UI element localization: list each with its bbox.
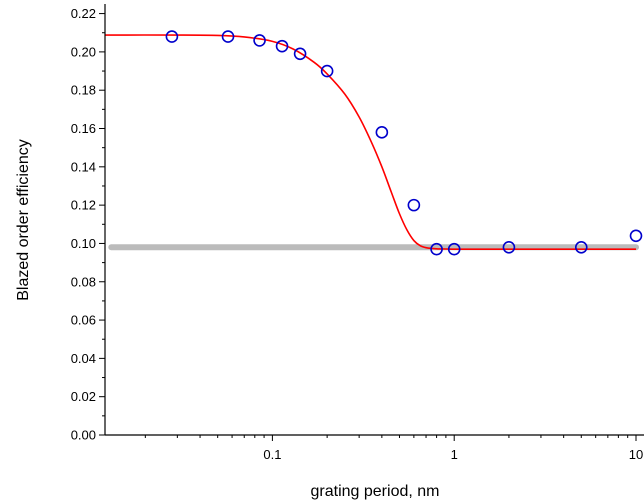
y-tick-label: 0.04 xyxy=(71,351,96,366)
y-tick-label: 0.08 xyxy=(71,274,96,289)
data-point-marker xyxy=(629,229,643,243)
data-point-marker xyxy=(502,240,516,254)
data-point-marker xyxy=(430,242,443,256)
y-tick-label: 0.12 xyxy=(71,198,96,213)
y-tick-label: 0.22 xyxy=(71,6,96,21)
x-tick-label: 1 xyxy=(451,447,458,462)
data-point-marker xyxy=(574,240,588,254)
data-point-marker xyxy=(165,30,179,43)
data-point-marker xyxy=(447,242,461,256)
fit-curve xyxy=(104,34,636,251)
data-point-marker xyxy=(293,47,307,61)
marker-layer xyxy=(165,30,643,256)
x-tick-label: 10 xyxy=(629,447,643,462)
y-tick-label: 0.14 xyxy=(71,159,96,174)
data-point-marker xyxy=(221,30,235,43)
ticks-layer: 0.00 0.02 0.04 0.06 0.08 0.10 0.12 0.14 0.16 0.18… xyxy=(71,6,644,462)
fit-layer xyxy=(104,34,636,251)
data-point-marker xyxy=(275,39,289,53)
data-point-marker xyxy=(375,126,389,139)
y-tick-label: 0.06 xyxy=(71,313,96,328)
y-tick-label: 0.20 xyxy=(71,44,96,59)
y-axis-title: Blazed order efficiency xyxy=(15,139,32,301)
y-tick-label: 0.00 xyxy=(71,428,96,443)
axes-layer xyxy=(104,4,644,436)
y-tick-label: 0.16 xyxy=(71,121,96,136)
y-tick-label: 0.02 xyxy=(71,389,96,404)
x-axis-title: grating period, nm xyxy=(311,483,440,500)
data-point-marker xyxy=(253,34,266,47)
x-tick-label: 0.1 xyxy=(263,447,281,462)
data-point-marker xyxy=(320,64,334,78)
data-point-marker xyxy=(407,198,421,212)
y-tick-label: 0.10 xyxy=(71,236,96,251)
y-tick-label: 0.18 xyxy=(71,83,96,98)
